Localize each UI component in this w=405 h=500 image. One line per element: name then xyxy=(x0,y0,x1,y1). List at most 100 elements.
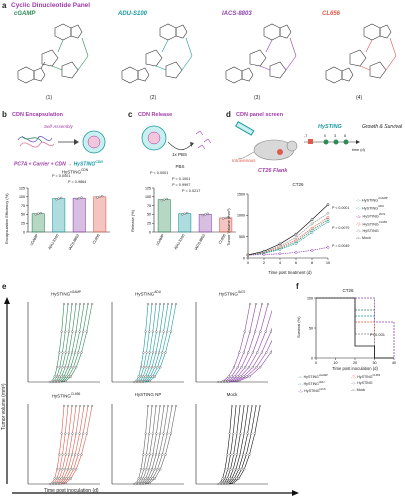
spaghetti-point xyxy=(238,404,242,408)
spaghetti-point xyxy=(233,477,236,480)
chart-b-xtick-label: CL656 xyxy=(92,234,101,245)
chart-f-ytick-label: 100 xyxy=(307,296,313,300)
spaghetti-line xyxy=(54,303,77,383)
molecule-structures xyxy=(17,23,397,84)
chart-d-legend-item-4: -◇- HySTING xyxy=(356,229,379,233)
spaghetti-title-3: HySTINGCL656 xyxy=(51,392,81,399)
panel-e-xlabel: Time post inoculation (d) xyxy=(44,488,99,494)
spaghetti-point xyxy=(161,351,164,354)
spaghetti-point xyxy=(82,432,85,435)
spaghetti-point xyxy=(61,351,64,354)
spaghetti-plot-3 xyxy=(27,404,100,486)
chart-c-ytick-label: 75 xyxy=(147,204,151,208)
chart-c-point xyxy=(183,212,186,215)
molecule-number-1: (1) xyxy=(46,95,53,101)
spaghetti-point xyxy=(67,477,70,480)
chart-d-point xyxy=(326,245,330,249)
chart-d-legend-item-0: -○- HySTINGcGAMP xyxy=(356,196,388,203)
outcome-label: Growth & Survival xyxy=(362,124,403,130)
spaghetti-point xyxy=(146,302,150,306)
panel-b-title: CDN Encapsulation xyxy=(12,112,64,118)
spaghetti-point xyxy=(232,468,235,471)
molecule-number-2: (2) xyxy=(150,95,157,101)
spaghetti-point xyxy=(71,432,74,435)
chart-b-xtick-label: IACS-8803 xyxy=(68,234,80,251)
chart-d-point xyxy=(326,216,330,219)
spaghetti-point xyxy=(62,375,66,378)
panel-d-label: d xyxy=(226,110,231,119)
spaghetti-point xyxy=(238,453,242,456)
spaghetti-point xyxy=(144,477,147,480)
panel-c-title: CDN Release xyxy=(138,112,173,118)
chart-f-pval: P<0.001 xyxy=(370,332,386,337)
spaghetti-point xyxy=(145,351,148,354)
molecule-structure-2 xyxy=(121,23,193,84)
spaghetti-point xyxy=(245,453,248,456)
spaghetti-point xyxy=(82,404,86,408)
spaghetti-point xyxy=(236,375,239,378)
spaghetti-point xyxy=(66,366,70,369)
spaghetti-point xyxy=(266,302,270,306)
chart-f-legend: -○- HySTINGcGAMP -▽- HySTINGCL656 -○- Hy… xyxy=(298,374,404,395)
chart-f-xtick-label: 40 xyxy=(392,361,396,365)
spaghetti-point xyxy=(62,477,66,480)
chart-d-legend-item-5: -○- Mock xyxy=(356,236,371,240)
chart-c-point xyxy=(201,214,204,217)
chart-b-pval-1: P = 0.0001 xyxy=(52,174,71,178)
spaghetti-point xyxy=(67,453,70,456)
spaghetti-point xyxy=(144,375,147,378)
spaghetti-point xyxy=(154,453,158,456)
spaghetti-point xyxy=(159,366,162,369)
spaghetti-point xyxy=(145,468,148,471)
chart-f-xtick-label: 10 xyxy=(334,361,338,365)
spaghetti-point xyxy=(169,432,172,435)
spaghetti-point xyxy=(151,351,154,354)
panel-a-label: a xyxy=(2,1,7,10)
chart-c-bar xyxy=(198,214,212,233)
spaghetti-point xyxy=(61,366,64,369)
spaghetti-point xyxy=(70,351,74,354)
timeline xyxy=(304,139,360,145)
timeline-tick-0: -7 xyxy=(304,134,308,138)
chart-c-point xyxy=(186,211,189,215)
spaghetti-title-1: HySTINGADU xyxy=(135,290,161,297)
spaghetti-point xyxy=(67,432,70,435)
spaghetti-point xyxy=(139,375,143,378)
spaghetti-point xyxy=(137,477,140,480)
chart-d-pval-2: P = 0.0079 xyxy=(332,226,350,230)
spaghetti-point xyxy=(70,302,74,306)
spaghetti-point xyxy=(236,366,239,369)
chart-d-svg: 0 500 1000 1500 0 2 4 6 8 10 xyxy=(237,192,330,265)
chart-c-xtick-label: CL656 xyxy=(218,234,227,245)
chart-d-series-line xyxy=(247,219,329,256)
chart-c-point xyxy=(224,216,227,220)
chart-d-xtick-label: 10 xyxy=(326,261,330,265)
spaghetti-point xyxy=(158,302,162,306)
spaghetti-point xyxy=(253,432,256,435)
spaghetti-point xyxy=(82,302,86,306)
spaghetti-point xyxy=(150,302,154,306)
chart-b-ytick-label: 75 xyxy=(21,204,25,208)
spaghetti-point xyxy=(228,477,231,480)
chart-b-bar xyxy=(52,198,66,233)
chart-f-ytick-label: 50 xyxy=(309,326,313,330)
spaghetti-point xyxy=(151,375,154,378)
molecule-structure-1 xyxy=(17,23,89,84)
chart-d-point xyxy=(326,211,330,215)
timeline-dot-4 xyxy=(343,139,349,145)
chart-d-legend-item-3: -▽- HySTINGCL656 xyxy=(356,220,388,227)
spaghetti-point xyxy=(53,477,56,480)
spaghetti-plot-5 xyxy=(195,404,268,486)
chart-d-point xyxy=(278,242,282,246)
chart-c-ytick-label: 100 xyxy=(145,195,151,199)
spaghetti-point xyxy=(248,330,251,333)
spaghetti-point xyxy=(69,375,73,378)
spaghetti-point xyxy=(64,453,67,456)
spaghetti-point xyxy=(230,477,234,480)
spaghetti-point xyxy=(77,351,80,354)
chart-b-ylabel: Encapsulation Efficiency (%) xyxy=(4,193,9,244)
mouse-illustration xyxy=(235,121,298,161)
spaghetti-point xyxy=(250,432,253,435)
spaghetti-point xyxy=(174,302,178,306)
chart-b-xtick-label: cGAMP xyxy=(29,233,39,246)
